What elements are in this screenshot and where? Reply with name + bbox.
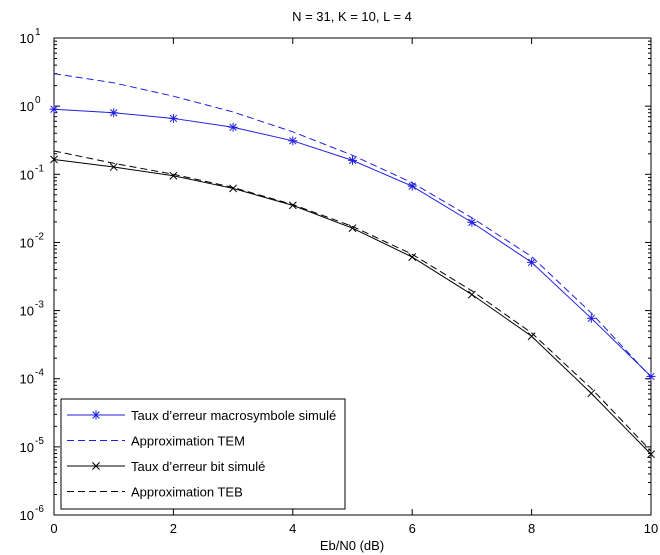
y-tick-label-base: 10	[20, 304, 34, 319]
data-point	[348, 224, 357, 233]
legend-entry: Approximation TEM	[67, 434, 245, 449]
y-tick-label-base: 10	[20, 99, 34, 114]
data-point	[288, 201, 297, 210]
y-tick-label: 10 0	[20, 95, 41, 114]
y-tick-label-exponent: -1	[35, 163, 44, 174]
legend: Taux d’erreur macrosymbole simulé Approxi…	[60, 398, 346, 510]
x-tick-label: 8	[528, 521, 535, 536]
legend-entry: Approximation TEB	[67, 485, 243, 500]
y-tick-label-exponent: 1	[35, 27, 41, 38]
legend-label: Approximation TEB	[131, 485, 243, 500]
legend-label: Approximation TEM	[131, 434, 245, 449]
y-tick-label-base: 10	[20, 508, 34, 523]
data-point	[348, 155, 357, 165]
x-tick-label: 10	[644, 521, 658, 536]
legend-entry: Taux d’erreur macrosymbole simulé	[67, 408, 336, 423]
series-line	[53, 150, 652, 452]
data-point	[169, 171, 178, 180]
data-point	[92, 462, 100, 470]
y-tick-label: 10 -6	[20, 504, 45, 523]
y-tick-label-exponent: -3	[35, 300, 44, 311]
legend-entry: Taux d’erreur bit simulé	[67, 459, 265, 474]
y-tick-label: 10 -3	[20, 300, 45, 319]
data-point	[91, 410, 101, 420]
y-tick-label-base: 10	[20, 372, 34, 387]
data-point	[288, 136, 298, 146]
y-tick-label: 10 -5	[20, 436, 45, 455]
data-point	[408, 253, 417, 262]
y-tick-label-base: 10	[20, 235, 34, 250]
data-point	[527, 257, 537, 267]
y-tick-label-base: 10	[20, 167, 34, 182]
data-point	[646, 371, 656, 381]
data-point	[228, 122, 238, 132]
legend-label: Taux d’erreur macrosymbole simulé	[131, 408, 336, 423]
data-point	[229, 184, 238, 193]
series-2	[50, 155, 655, 459]
y-tick-label: 10 1	[20, 27, 41, 46]
x-tick-label: 0	[50, 521, 57, 536]
x-axis-label: Eb/N0 (dB)	[320, 538, 384, 553]
x-tick-label: 4	[289, 521, 296, 536]
x-tick-label: 6	[409, 521, 416, 536]
legend-label: Taux d’erreur bit simulé	[131, 459, 265, 474]
y-tick-label: 10 -4	[20, 368, 45, 387]
data-point	[50, 155, 58, 164]
series-layer	[49, 73, 656, 459]
y-tick-label-base: 10	[20, 31, 34, 46]
data-point	[587, 389, 596, 398]
y-tick-label-exponent: -5	[35, 436, 44, 447]
data-point	[527, 332, 536, 341]
data-point	[109, 163, 118, 171]
data-point	[109, 108, 119, 118]
y-tick-label-exponent: -4	[35, 368, 44, 379]
x-tick-label: 2	[170, 521, 177, 536]
data-point	[586, 313, 596, 323]
y-tick-label-exponent: 0	[35, 95, 41, 106]
data-point	[467, 290, 476, 299]
y-tick-label-base: 10	[20, 440, 34, 455]
y-tick-label-exponent: -2	[35, 231, 44, 242]
data-point	[647, 450, 655, 459]
data-point	[49, 104, 59, 114]
series-line	[53, 73, 652, 378]
series-1	[53, 73, 652, 378]
series-0	[49, 104, 656, 381]
chart-title: N = 31, K = 10, L = 4	[292, 9, 412, 24]
data-point	[467, 217, 477, 227]
y-tick-label-exponent: -6	[35, 504, 44, 515]
series-3	[53, 150, 652, 452]
legend-box	[60, 398, 346, 510]
data-point	[168, 113, 178, 123]
y-tick-label: 10 -1	[20, 163, 45, 182]
y-tick-label: 10 -2	[20, 231, 45, 250]
